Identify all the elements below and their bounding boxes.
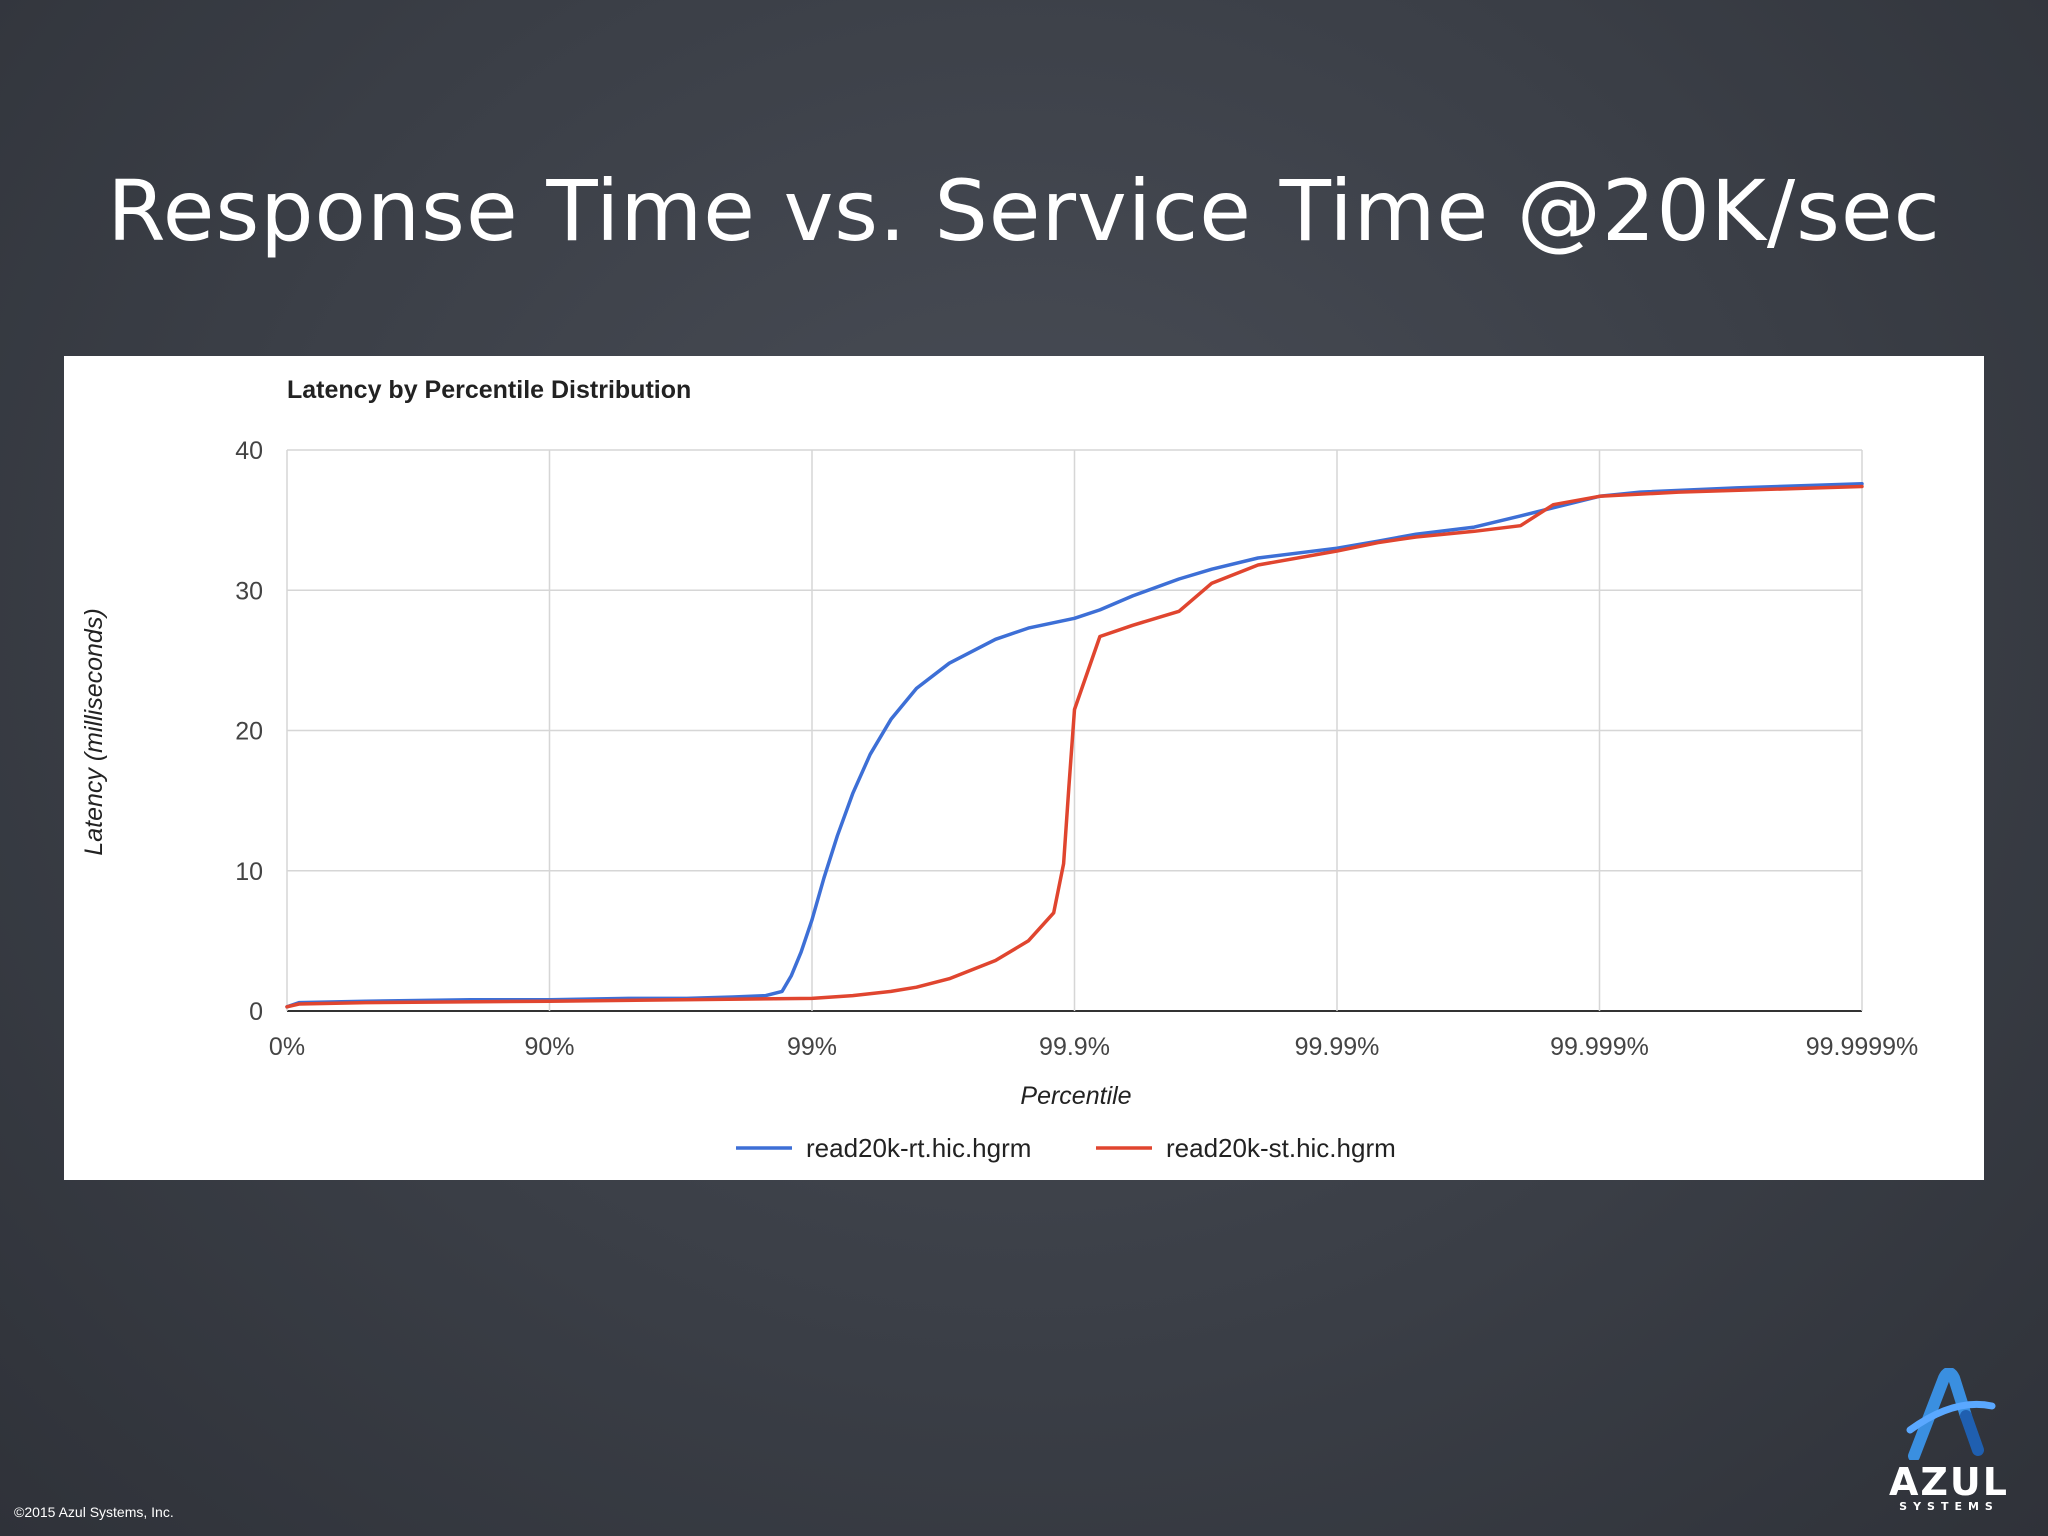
- x-tick-label: 99%: [787, 1033, 837, 1061]
- x-tick-label: 99.9999%: [1806, 1033, 1919, 1061]
- x-axis-label: Percentile: [1020, 1082, 1131, 1110]
- y-tick-label: 10: [235, 858, 263, 886]
- x-tick-label: 99.99%: [1295, 1033, 1380, 1061]
- chart-title: Latency by Percentile Distribution: [287, 376, 691, 404]
- legend-label: read20k-rt.hic.hgrm: [806, 1133, 1031, 1163]
- y-tick-label: 0: [249, 998, 263, 1026]
- logo-wordmark: AZUL: [1888, 1460, 2010, 1504]
- latency-chart: Latency by Percentile Distribution 0 10 20…: [80, 376, 1919, 1163]
- x-tick-label: 90%: [524, 1033, 574, 1061]
- y-tick-label: 40: [235, 437, 263, 465]
- azul-logo: AZUL SYSTEMS: [1874, 1368, 2024, 1516]
- series-line-2: [285, 484, 1864, 1009]
- y-tick-label: 30: [235, 577, 263, 605]
- x-tick-label: 99.999%: [1550, 1033, 1649, 1061]
- legend-label: read20k-st.hic.hgrm: [1166, 1133, 1396, 1163]
- chart-panel: Latency by Percentile Distribution 0 10 20…: [64, 356, 1984, 1180]
- y-tick-label: 20: [235, 718, 263, 746]
- azul-a-logo-icon: [1906, 1368, 1996, 1460]
- logo-subtext: SYSTEMS: [1899, 1500, 1999, 1513]
- y-axis-label: Latency (milliseconds): [80, 608, 108, 855]
- x-tick-label: 99.9%: [1039, 1033, 1110, 1061]
- x-tick-label: 0%: [269, 1033, 305, 1061]
- slide-title: Response Time vs. Service Time @20K/sec: [107, 162, 1941, 260]
- copyright-text: ©2015 Azul Systems, Inc.: [14, 1504, 174, 1520]
